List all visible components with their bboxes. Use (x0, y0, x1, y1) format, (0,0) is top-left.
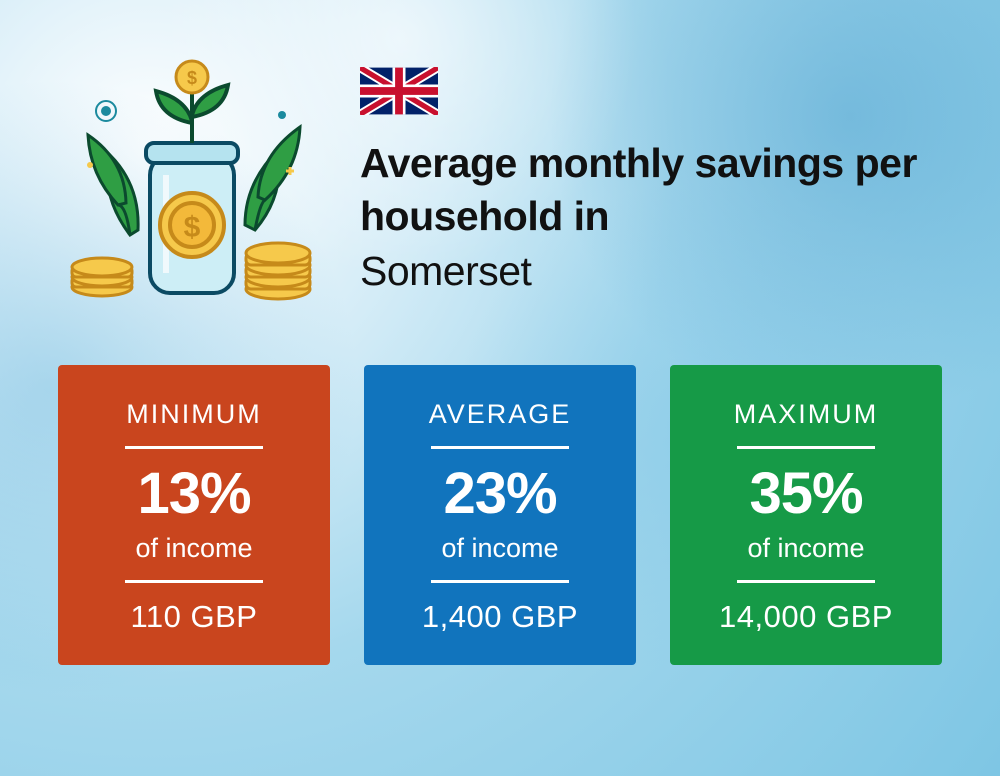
card-minimum: MINIMUM 13% of income 110 GBP (58, 365, 330, 665)
svg-text:$: $ (184, 211, 201, 244)
card-percent: 23% (392, 465, 608, 523)
uk-flag-icon (360, 67, 438, 115)
card-maximum: MAXIMUM 35% of income 14,000 GBP (670, 365, 942, 665)
card-amount: 14,000 GBP (698, 599, 914, 635)
stat-cards: MINIMUM 13% of income 110 GBP AVERAGE 23… (0, 315, 1000, 665)
card-percent: 13% (86, 465, 302, 523)
card-label: MAXIMUM (698, 399, 914, 430)
savings-illustration: $ $ (60, 55, 320, 315)
card-of: of income (86, 533, 302, 564)
divider (431, 580, 569, 583)
divider (737, 446, 875, 449)
divider (431, 446, 569, 449)
card-of: of income (392, 533, 608, 564)
card-amount: 1,400 GBP (392, 599, 608, 635)
title-line-bold: Average monthly savings per household in (360, 137, 940, 244)
card-of: of income (698, 533, 914, 564)
divider (737, 580, 875, 583)
card-average: AVERAGE 23% of income 1,400 GBP (364, 365, 636, 665)
header: $ $ (0, 0, 1000, 315)
card-amount: 110 GBP (86, 599, 302, 635)
title-block: Average monthly savings per household in… (360, 55, 940, 299)
card-label: AVERAGE (392, 399, 608, 430)
title-line-region: Somerset (360, 244, 940, 299)
svg-text:$: $ (187, 68, 197, 88)
divider (125, 446, 263, 449)
card-label: MINIMUM (86, 399, 302, 430)
divider (125, 580, 263, 583)
card-percent: 35% (698, 465, 914, 523)
